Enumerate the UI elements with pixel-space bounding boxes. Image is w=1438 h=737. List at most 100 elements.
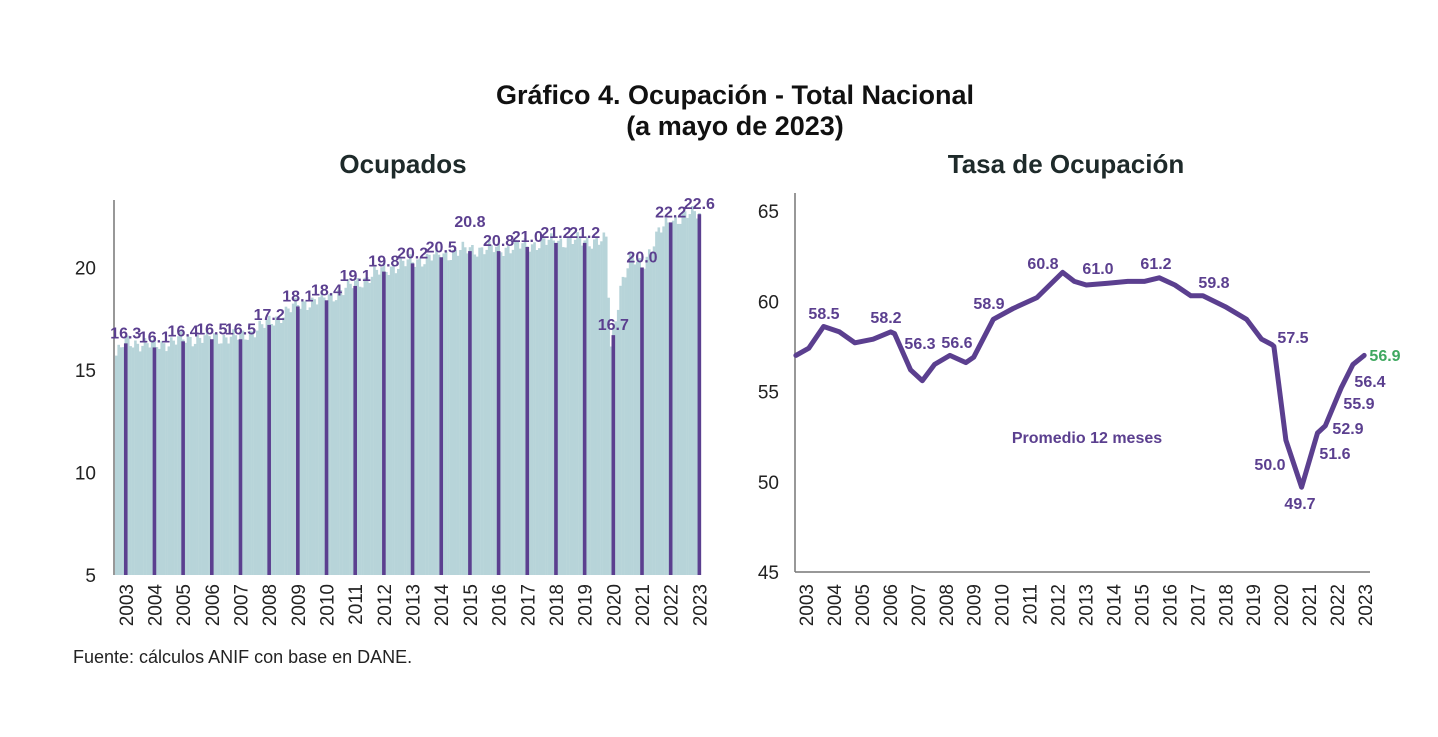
tasa-ocupacion-chart: 45 50 55 60 65 2003 2004 2005 2006 2007 2008 2009 20… [758, 193, 1401, 626]
monthly-bar [535, 250, 539, 575]
data-label: 55.9 [1343, 396, 1374, 413]
monthly-bar [547, 239, 551, 576]
x-tick-label: 2012 [1049, 584, 1070, 626]
monthly-bar [413, 266, 417, 575]
monthly-bar [571, 244, 575, 575]
x-tick-label: 2005 [174, 584, 195, 626]
monthly-bar [545, 244, 548, 575]
x-tick-label: 2021 [633, 584, 654, 626]
x-tick-label: 2018 [1216, 584, 1237, 626]
monthly-bar [652, 246, 656, 575]
y-tick-label: 45 [758, 563, 779, 584]
x-tick-label: 2015 [461, 584, 482, 626]
monthly-bar [401, 260, 405, 575]
x-tick-label: 2012 [375, 584, 396, 626]
x-tick-label: 2006 [203, 584, 224, 626]
monthly-bar [303, 301, 307, 575]
monthly-bar [647, 249, 651, 576]
x-tick-label: 2020 [1272, 584, 1293, 626]
data-label: 20.8 [483, 233, 514, 250]
monthly-bar [573, 239, 577, 576]
monthly-bar [449, 260, 453, 575]
x-tick-label: 2023 [1356, 584, 1377, 626]
monthly-bar [676, 223, 680, 575]
monthly-bar [122, 347, 125, 575]
monthly-bar [334, 300, 338, 575]
monthly-bar [528, 251, 532, 575]
data-label: 16.5 [225, 321, 256, 338]
annual-bar [181, 341, 185, 575]
monthly-bar [466, 253, 469, 575]
monthly-bar [222, 335, 226, 575]
x-tick-label: 2015 [1132, 584, 1153, 626]
monthly-bar [456, 255, 460, 576]
data-label: 56.3 [904, 336, 935, 353]
monthly-bar [416, 259, 419, 575]
x-tick-label: 2013 [1077, 584, 1098, 626]
monthly-bar [447, 260, 450, 575]
data-label: 19.1 [340, 268, 371, 285]
monthly-bar [289, 312, 293, 575]
monthly-bar [397, 268, 400, 575]
monthly-bar [593, 239, 596, 575]
x-tick-label: 2007 [909, 584, 930, 626]
data-label: 21.2 [569, 225, 600, 242]
monthly-bar [246, 339, 250, 575]
x-tick-label: 2021 [1300, 584, 1321, 626]
monthly-bar [394, 273, 398, 575]
monthly-bar [662, 226, 665, 575]
monthly-bar [351, 288, 355, 575]
monthly-bar [177, 336, 180, 575]
monthly-bar [294, 297, 297, 575]
monthly-bar [521, 243, 524, 575]
annual-bar [210, 339, 214, 575]
monthly-bar [299, 308, 302, 575]
monthly-bar [361, 287, 364, 575]
monthly-bar [306, 310, 309, 575]
monthly-bar [332, 301, 336, 575]
monthly-bar [208, 336, 211, 575]
left-chart-title: Ocupados [339, 149, 466, 179]
monthly-bar [265, 319, 269, 575]
monthly-bar [650, 252, 653, 575]
monthly-bar [201, 342, 204, 575]
monthly-bar [141, 345, 144, 575]
monthly-bar [229, 336, 233, 575]
monthly-bar [578, 238, 582, 575]
monthly-bar [695, 218, 699, 575]
monthly-bar [645, 256, 649, 575]
monthly-bar [633, 264, 637, 575]
monthly-bar [600, 241, 603, 576]
monthly-bar [538, 248, 541, 575]
data-label: 18.4 [311, 282, 342, 299]
data-label: 20.0 [626, 250, 657, 267]
monthly-bar [463, 247, 467, 576]
monthly-bar [492, 252, 496, 575]
monthly-bar [516, 242, 520, 575]
monthly-bar [370, 276, 374, 575]
monthly-bar [683, 211, 687, 576]
monthly-bar [514, 239, 517, 576]
monthly-bar [263, 327, 266, 575]
monthly-bar [674, 216, 677, 575]
monthly-bar [313, 299, 316, 575]
monthly-bar [220, 343, 223, 575]
monthly-bar [432, 254, 436, 576]
annual-bar [152, 347, 157, 575]
monthly-bar [344, 287, 348, 575]
annual-bar [410, 263, 415, 575]
monthly-bar [191, 346, 195, 575]
y-tick-label: 55 [758, 383, 779, 404]
data-label: 16.3 [110, 325, 141, 342]
y-tick-label: 50 [758, 473, 779, 494]
monthly-bar [628, 251, 632, 575]
monthly-bar [310, 297, 314, 575]
monthly-bar [404, 266, 407, 575]
monthly-bar [320, 290, 324, 575]
y-tick-label: 60 [758, 292, 779, 313]
monthly-bar [604, 236, 608, 575]
monthly-bar [291, 303, 295, 575]
monthly-bar [509, 253, 512, 576]
data-label: 20.8 [454, 214, 485, 231]
monthly-bar [564, 247, 567, 575]
